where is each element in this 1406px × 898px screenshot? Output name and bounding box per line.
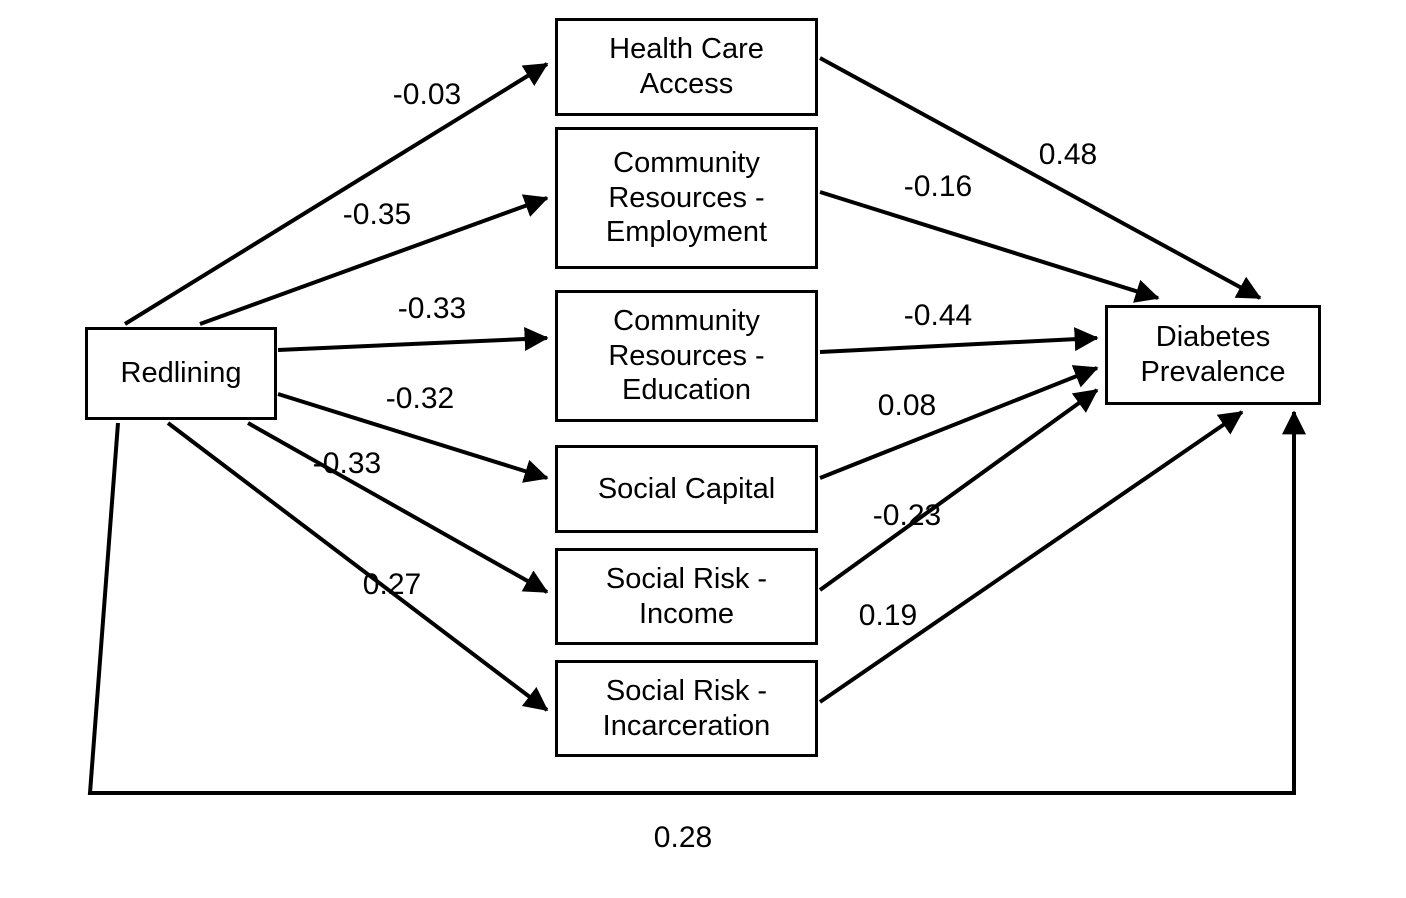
node-social-capital: Social Capital bbox=[555, 445, 818, 533]
coefficient-social-capital-diabetes: 0.08 bbox=[877, 389, 937, 422]
coefficient-redlining-social-capital: -0.32 bbox=[385, 382, 455, 415]
node-community-resources-education: Community Resources - Education bbox=[555, 290, 818, 422]
coefficient-health-care-access-diabetes: 0.48 bbox=[1038, 138, 1098, 171]
node-diabetes-prevalence: Diabetes Prevalence bbox=[1105, 305, 1321, 405]
arrow-redlining-to-social-risk-income bbox=[247, 421, 549, 594]
arrow-community-resources-employment-to-diabetes bbox=[819, 190, 1160, 303]
node-social-risk-income: Social Risk - Income bbox=[555, 548, 818, 645]
arrow-community-resources-education-to-diabetes bbox=[819, 327, 1099, 354]
arrow-social-capital-to-diabetes bbox=[819, 365, 1099, 480]
coefficient-redlining-cr-employment: -0.35 bbox=[342, 198, 412, 231]
coefficient-redlining-sr-incarceration: 0.27 bbox=[362, 568, 422, 601]
arrow-redlining-to-social-capital bbox=[277, 392, 549, 483]
coefficient-redlining-diabetes-direct: 0.28 bbox=[653, 821, 713, 854]
coefficient-sr-income-diabetes: -0.23 bbox=[872, 499, 942, 532]
coefficient-redlining-health-care-access: -0.03 bbox=[392, 78, 462, 111]
arrow-redlining-to-social-risk-incarceration bbox=[166, 421, 549, 712]
arrow-social-risk-income-to-diabetes bbox=[818, 388, 1099, 592]
node-health-care-access: Health Care Access bbox=[555, 18, 818, 116]
coefficient-cr-education-diabetes: -0.44 bbox=[903, 299, 973, 332]
coefficient-redlining-sr-income: -0.33 bbox=[312, 447, 382, 480]
node-community-resources-employment: Community Resources - Employment bbox=[555, 127, 818, 269]
arrow-social-risk-incarceration-to-diabetes bbox=[818, 410, 1244, 704]
node-redlining: Redlining bbox=[85, 327, 277, 420]
coefficient-sr-incarceration-diabetes: 0.19 bbox=[858, 599, 918, 632]
coefficient-cr-employment-diabetes: -0.16 bbox=[903, 170, 973, 203]
arrow-redlining-to-community-resources-employment bbox=[199, 194, 549, 326]
arrow-redlining-direct-to-diabetes bbox=[87, 410, 1306, 795]
arrow-health-care-access-to-diabetes bbox=[819, 56, 1262, 300]
coefficient-redlining-cr-education: -0.33 bbox=[397, 292, 467, 325]
arrow-redlining-to-community-resources-education bbox=[277, 327, 549, 352]
node-social-risk-incarceration: Social Risk - Incarceration bbox=[555, 660, 818, 757]
arrow-redlining-to-health-care-access bbox=[123, 62, 549, 326]
